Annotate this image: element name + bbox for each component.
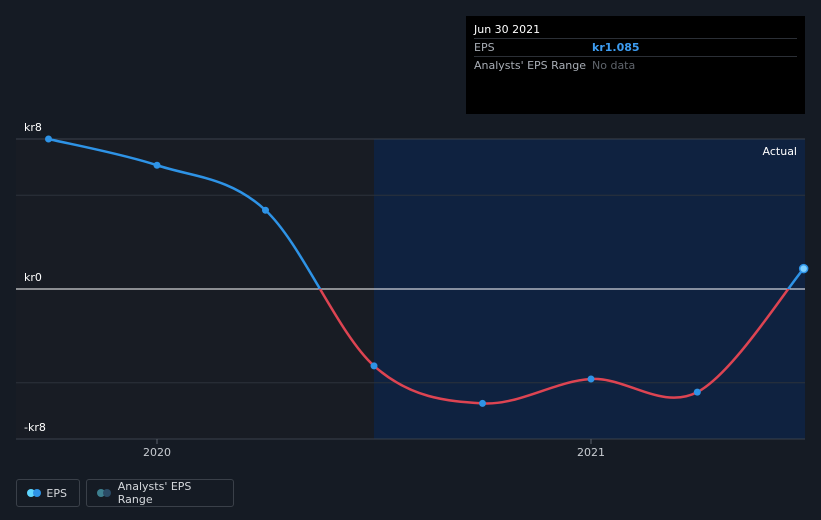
legend-eps-toggle[interactable]: EPS xyxy=(16,479,80,507)
y-axis-labels: kr8 kr0 -kr8 xyxy=(24,121,46,434)
eps-legend-icon xyxy=(27,489,41,497)
eps-point-7[interactable] xyxy=(798,263,809,274)
tooltip-eps-value: kr1.085 xyxy=(592,41,640,54)
tooltip-eps-label: EPS xyxy=(474,41,495,54)
tooltip-row-eps: EPS kr1.085 xyxy=(474,38,797,56)
eps-point-4[interactable] xyxy=(479,399,486,407)
legend-range-toggle[interactable]: Analysts' EPS Range xyxy=(86,479,234,507)
eps-point-5[interactable] xyxy=(587,375,595,383)
legend-range-label: Analysts' EPS Range xyxy=(117,480,192,506)
eps-point-1[interactable] xyxy=(153,161,161,169)
tooltip-range-label: Analysts' EPS Range xyxy=(474,59,587,72)
tooltip-date: Jun 30 2021 xyxy=(474,23,541,36)
x-tick-2021: 2021 xyxy=(577,446,605,459)
gridlines xyxy=(16,194,805,384)
eps-point-2[interactable] xyxy=(262,206,269,214)
x-axis-labels: 2020 2021 xyxy=(143,439,605,459)
y-tick-kr0: kr0 xyxy=(24,271,42,284)
range-legend-icon xyxy=(97,489,112,497)
tooltip-range-value: No data xyxy=(592,59,636,72)
eps-point-0[interactable] xyxy=(45,135,52,143)
actual-label: Actual xyxy=(763,145,797,158)
eps-markers xyxy=(45,135,809,407)
eps-point-3[interactable] xyxy=(370,362,378,370)
tooltip: Jun 30 2021 EPS kr1.085 Analysts' EPS Ra… xyxy=(466,16,805,114)
y-tick-kr8: kr8 xyxy=(24,121,42,134)
eps-point-6[interactable] xyxy=(693,388,701,396)
x-tick-2020: 2020 xyxy=(143,446,171,459)
tooltip-row-range: Analysts' EPS Range No data xyxy=(474,56,797,74)
eps-line-positive xyxy=(48,137,805,289)
y-tick--kr8: -kr8 xyxy=(24,421,46,434)
legend-eps-label: EPS xyxy=(46,486,67,500)
